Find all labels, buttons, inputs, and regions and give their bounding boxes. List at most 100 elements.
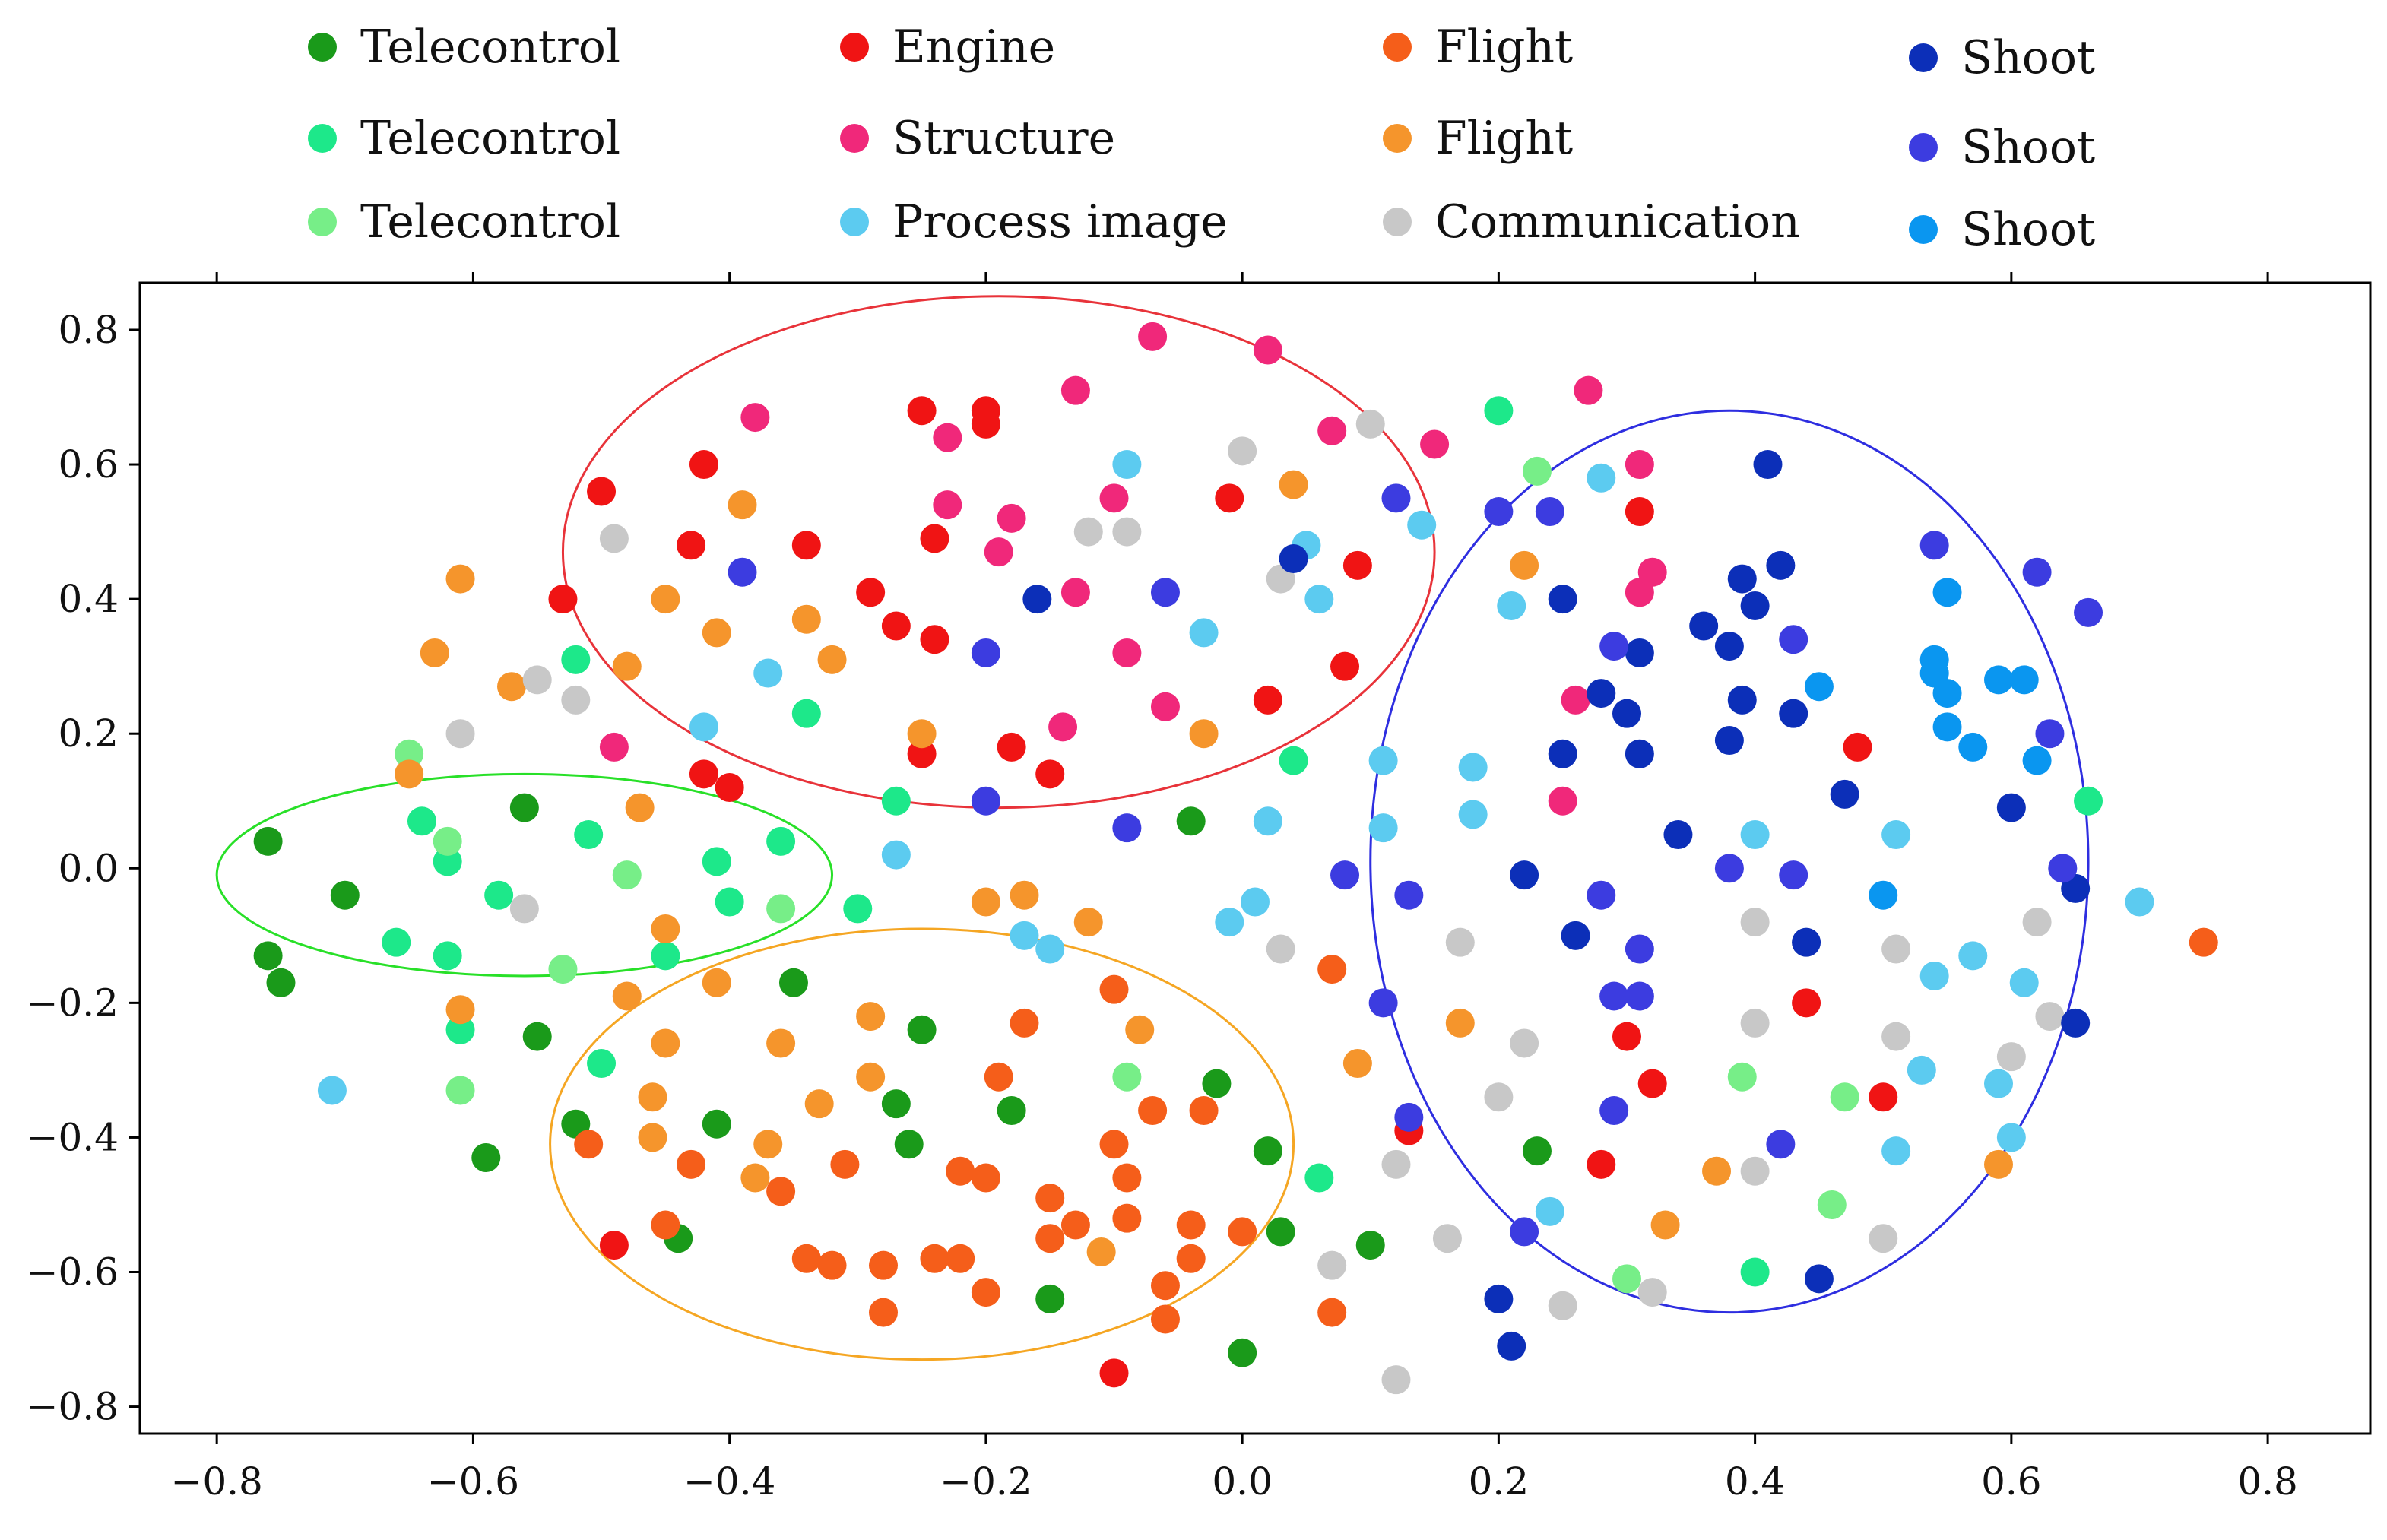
legend-label: Engine xyxy=(892,21,1055,74)
data-point xyxy=(1522,1136,1552,1166)
data-point xyxy=(1497,591,1526,620)
data-point xyxy=(702,968,731,997)
data-point xyxy=(1881,934,1911,964)
data-point xyxy=(612,981,642,1011)
data-point xyxy=(1779,860,1808,890)
legend: Telecontrol Telecontrol Telecontrol Engine S… xyxy=(308,21,2095,256)
data-point xyxy=(1599,1096,1629,1126)
data-point xyxy=(1996,793,2026,822)
data-point xyxy=(1176,806,1206,836)
data-point xyxy=(1637,1278,1667,1307)
data-point xyxy=(1881,1022,1911,1051)
data-point xyxy=(1625,739,1654,768)
data-point xyxy=(791,531,821,560)
data-point xyxy=(599,1231,629,1260)
data-point xyxy=(946,1156,975,1186)
data-point xyxy=(1381,483,1411,513)
data-point xyxy=(881,840,911,870)
data-point xyxy=(509,793,539,822)
data-point xyxy=(1048,712,1078,742)
data-points xyxy=(253,322,2218,1395)
data-point xyxy=(1740,1156,1770,1186)
data-point xyxy=(1484,1284,1514,1313)
data-point xyxy=(1355,409,1385,439)
cluster-ellipse xyxy=(1369,409,2090,1314)
legend-marker xyxy=(308,33,337,62)
legend-label: Telecontrol xyxy=(360,195,620,249)
data-point xyxy=(1035,1184,1065,1213)
data-point xyxy=(1073,908,1103,937)
data-point xyxy=(1112,1062,1142,1092)
data-point xyxy=(1368,813,1398,843)
data-point xyxy=(574,1130,604,1159)
data-point xyxy=(1984,1149,2013,1179)
data-point xyxy=(1189,618,1219,648)
data-point xyxy=(1958,941,1988,971)
data-point xyxy=(253,826,283,856)
data-point xyxy=(1830,1082,1859,1112)
data-point xyxy=(728,557,757,587)
data-point xyxy=(1420,429,1450,459)
data-point xyxy=(1458,753,1488,782)
data-point xyxy=(561,645,591,674)
data-point xyxy=(1112,638,1142,667)
legend-label: Telecontrol xyxy=(360,112,620,165)
data-point xyxy=(395,739,424,768)
legend-marker xyxy=(840,124,869,153)
data-point xyxy=(946,1244,975,1273)
data-point xyxy=(587,477,617,506)
data-point xyxy=(1099,1358,1129,1388)
data-point xyxy=(971,409,1000,439)
data-point xyxy=(753,1130,783,1159)
data-point xyxy=(2074,786,2103,816)
data-point xyxy=(1779,699,1808,728)
data-point xyxy=(1241,887,1270,917)
data-point xyxy=(1804,1264,1834,1294)
data-point xyxy=(1279,470,1308,499)
data-point xyxy=(1996,1123,2026,1152)
data-point xyxy=(1587,679,1616,708)
data-point xyxy=(1996,1042,2026,1072)
data-point xyxy=(1881,820,1911,850)
data-point xyxy=(1035,1224,1065,1253)
data-point xyxy=(1740,591,1770,620)
y-tick-label: −0.6 xyxy=(27,1250,119,1294)
data-point xyxy=(1510,1028,1539,1058)
data-point xyxy=(1150,578,1180,607)
data-point xyxy=(1266,934,1295,964)
x-tick-label: −0.6 xyxy=(427,1459,519,1504)
cluster-ellipse xyxy=(215,772,834,978)
data-point xyxy=(766,1177,796,1206)
data-point xyxy=(856,578,886,607)
data-point xyxy=(253,941,283,971)
data-point xyxy=(1792,988,1821,1018)
data-point xyxy=(1484,1082,1514,1112)
data-point xyxy=(766,894,796,924)
data-point xyxy=(484,880,514,910)
data-point xyxy=(1060,1210,1090,1240)
data-point xyxy=(1099,483,1129,513)
data-point xyxy=(1060,375,1090,405)
data-point xyxy=(2035,719,2065,749)
data-point xyxy=(869,1250,898,1280)
data-point xyxy=(1919,961,1949,990)
data-point xyxy=(587,1049,617,1079)
data-point xyxy=(651,585,680,614)
data-point xyxy=(1150,692,1180,721)
data-point xyxy=(869,1298,898,1327)
data-point xyxy=(1407,510,1437,540)
legend-marker xyxy=(1383,124,1412,153)
data-point xyxy=(1253,806,1282,836)
legend-marker xyxy=(1383,208,1412,236)
legend-marker xyxy=(1909,133,1938,162)
data-point xyxy=(445,1076,475,1105)
data-point xyxy=(1599,981,1629,1011)
data-point xyxy=(433,941,462,971)
data-point xyxy=(2022,557,2052,587)
data-point xyxy=(1458,800,1488,829)
data-point xyxy=(881,786,911,816)
data-point xyxy=(266,968,296,997)
legend-label: Shoot xyxy=(1961,121,2095,174)
data-point xyxy=(1215,483,1244,513)
data-point xyxy=(1112,517,1142,547)
